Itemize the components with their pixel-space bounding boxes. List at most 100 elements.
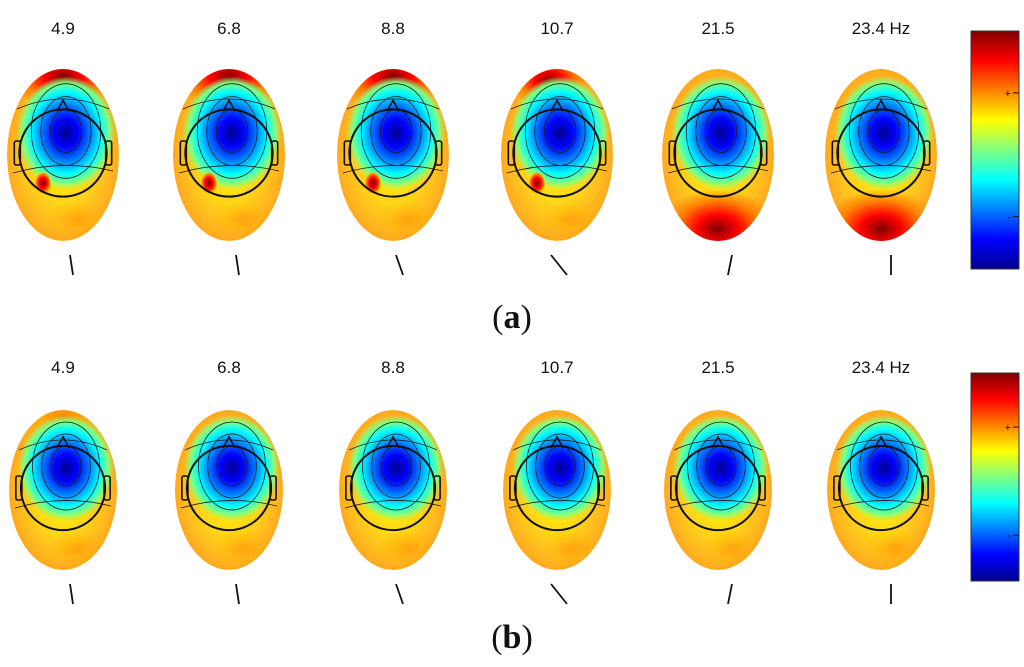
colorbar: +- (970, 372, 1020, 582)
nose-outline (386, 98, 400, 112)
topomap-colorfield (501, 69, 613, 241)
orientation-tick (727, 254, 733, 276)
topomap-colorfield (9, 410, 117, 570)
left-ear-outline (509, 475, 517, 501)
frequency-label: 10.7 (540, 19, 573, 38)
orientation-tick (550, 583, 568, 605)
orientation-tick (69, 254, 74, 276)
head-outline (513, 444, 601, 532)
left-ear-outline (831, 140, 840, 166)
right-ear-outline (270, 140, 279, 166)
topomap: 21.5 (664, 358, 772, 605)
topomap: 8.8 (339, 358, 447, 605)
right-ear-outline (922, 140, 931, 166)
head-outline (19, 444, 107, 532)
head-outline (349, 444, 437, 532)
frequency-label: 10.7 (540, 358, 573, 377)
topomap: 4.9 (7, 19, 119, 276)
left-ear-outline (181, 475, 189, 501)
colorbar-gradient (970, 30, 1020, 270)
nose-outline (550, 435, 564, 449)
head-outline (185, 444, 273, 532)
colorbar-tick-label: - (1007, 212, 1011, 224)
left-ear-outline (13, 140, 22, 166)
topomap-colorfield (503, 410, 611, 570)
left-ear-outline (345, 475, 353, 501)
topomap: 21.5 (662, 19, 774, 276)
right-ear-outline (597, 475, 605, 501)
left-ear-outline (343, 140, 352, 166)
frequency-label: 23.4 Hz (852, 19, 911, 38)
frequency-label: 21.5 (701, 358, 734, 377)
panel-label-open: ( (492, 299, 503, 336)
left-ear-outline (15, 475, 23, 501)
nose-outline (711, 435, 725, 449)
frequency-label: 8.8 (381, 19, 405, 38)
left-ear-outline (507, 140, 516, 166)
topomap: 23.4 Hz (825, 19, 937, 275)
head-outline (674, 444, 762, 532)
left-ear-outline (670, 475, 678, 501)
head-outline (184, 108, 274, 198)
topomap-colorfield (173, 69, 285, 241)
orientation-tick (550, 254, 568, 276)
panel-a: 4.9 6.8 8.8 10.7 21.5 23.4 Hz+-(a) (7, 19, 1020, 336)
orientation-tick (69, 583, 74, 605)
frequency-label: 6.8 (217, 358, 241, 377)
nose-outline (711, 98, 725, 112)
nose-outline (550, 98, 564, 112)
nose-outline (56, 98, 70, 112)
nose-outline (56, 435, 70, 449)
right-ear-outline (269, 475, 277, 501)
topomap: 4.9 (9, 358, 117, 605)
topomap-colorfield (825, 69, 937, 241)
right-ear-outline (759, 140, 768, 166)
topomap-colorfield (827, 410, 935, 570)
colorbar: +- (970, 30, 1020, 270)
colorbar-tick-label: + (1005, 422, 1011, 434)
right-ear-outline (434, 140, 443, 166)
colorbar-tick-label: + (1005, 88, 1011, 100)
right-ear-outline (598, 140, 607, 166)
topomap-colorfield (662, 69, 774, 241)
head-outline (837, 444, 925, 532)
panel-label-letter: b (503, 619, 522, 656)
colorbar-tick-label: - (1007, 530, 1011, 542)
frequency-label: 21.5 (701, 19, 734, 38)
panel-label: (a) (492, 299, 532, 336)
right-ear-outline (433, 475, 441, 501)
left-ear-outline (833, 475, 841, 501)
head-outline (18, 108, 108, 198)
frequency-label: 6.8 (217, 19, 241, 38)
topomap: 10.7 (501, 19, 613, 276)
orientation-tick (395, 254, 404, 276)
frequency-label: 23.4 Hz (852, 358, 911, 377)
orientation-tick (235, 583, 240, 605)
nose-outline (874, 98, 888, 112)
topomap: 6.8 (175, 358, 283, 605)
frequency-label: 8.8 (381, 358, 405, 377)
colorbar-gradient (970, 372, 1020, 582)
left-ear-outline (179, 140, 188, 166)
right-ear-outline (104, 140, 113, 166)
topomap-colorfield (664, 410, 772, 570)
frequency-label: 4.9 (51, 19, 75, 38)
right-ear-outline (758, 475, 766, 501)
topomap: 23.4 Hz (827, 358, 935, 604)
panel-label: (b) (491, 619, 533, 656)
nose-outline (386, 435, 400, 449)
topomap-colorfield (337, 69, 449, 241)
panel-b: 4.9 6.8 8.8 10.7 21.5 23.4 Hz+-(b) (9, 358, 1020, 656)
right-ear-outline (921, 475, 929, 501)
topomap-colorfield (7, 69, 119, 241)
orientation-tick (727, 583, 733, 605)
topomap-colorfield (339, 410, 447, 570)
frequency-label: 4.9 (51, 358, 75, 377)
right-ear-outline (103, 475, 111, 501)
nose-outline (874, 435, 888, 449)
nose-outline (222, 435, 236, 449)
topomap: 6.8 (173, 19, 285, 276)
head-outline (836, 108, 926, 198)
nose-outline (222, 98, 236, 112)
